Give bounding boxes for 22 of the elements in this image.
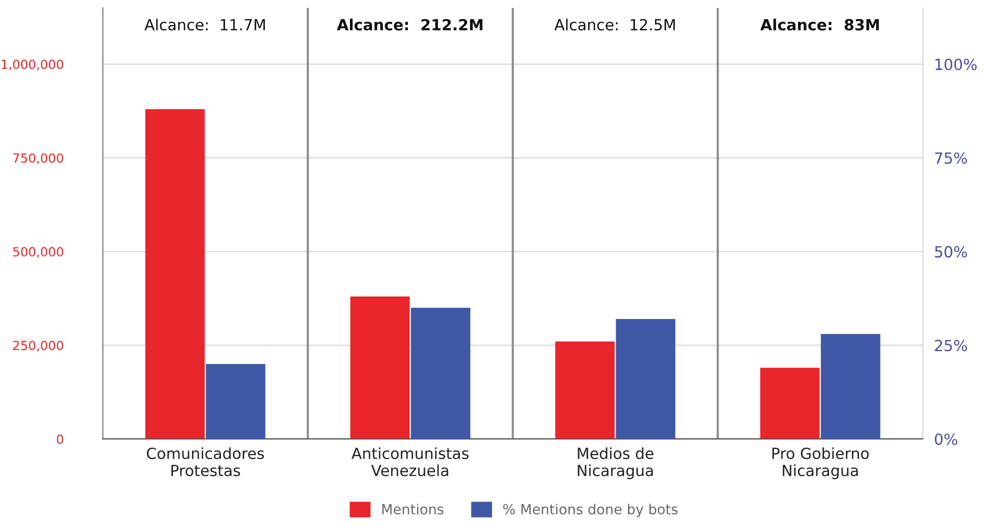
annotation: Alcance: 12.5M: [554, 18, 675, 31]
bar: [206, 364, 266, 439]
y2-tick-label: 25%: [934, 340, 967, 352]
y-tick-label: 250,000: [13, 340, 64, 352]
x-tick-label: Pro Gobierno Nicaragua: [772, 447, 869, 480]
x-tick-label: Anticomunistas Venezuela: [351, 447, 469, 476]
x-tick-label: Medios de Nicaragua: [578, 447, 654, 480]
x-tick-label: Comunicadores Protestas: [146, 447, 264, 476]
y2-tick-label: 50%: [935, 246, 967, 258]
y-tick-label: 750,000: [13, 153, 64, 164]
y2-tick-label: 100%: [936, 58, 977, 70]
annotation: Alcance: 212.2M: [336, 18, 482, 31]
y2-tick-label: 0%: [934, 433, 958, 446]
annotation: Alcance: 83M: [760, 18, 879, 31]
legend-label: % Mentions done by bots: [503, 504, 678, 518]
y-tick-label: 1,000,000: [2, 60, 64, 70]
y-tick-label: 0: [56, 434, 64, 444]
legend-label: Mentions: [382, 504, 444, 514]
y-tick-label: 500,000: [13, 247, 64, 258]
y2-tick-label: 75%: [935, 152, 967, 164]
annotation: Alcance: 11.7M: [144, 18, 265, 31]
bar: [145, 109, 205, 439]
